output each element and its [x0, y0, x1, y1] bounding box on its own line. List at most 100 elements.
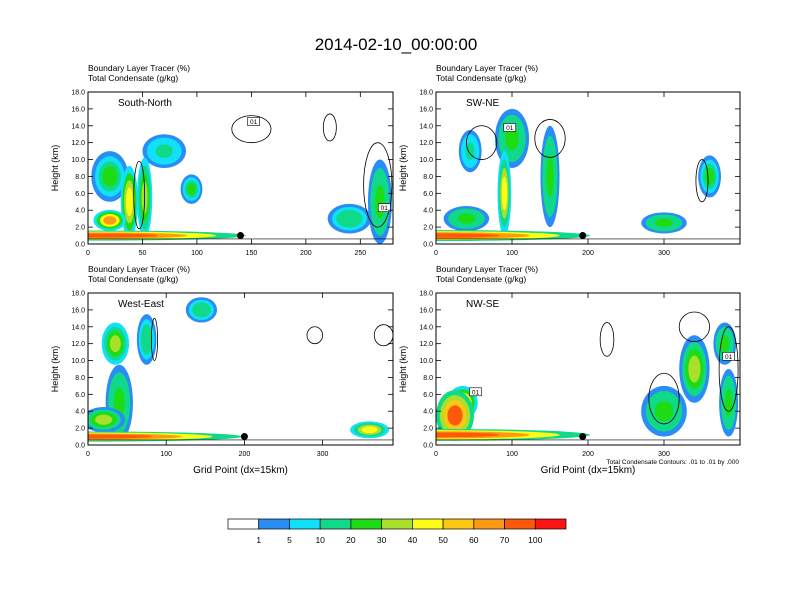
condensate-contour: [599, 322, 615, 357]
contour-note: Total Condensate Contours: .01 to .01 by…: [606, 459, 739, 466]
y-tick-label: 0.0: [423, 242, 433, 249]
contour-label-box: [469, 387, 482, 397]
y-tick-label: 0.0: [75, 242, 85, 249]
tracer-region: [187, 183, 196, 196]
contour-label: 01: [250, 119, 258, 126]
condensate-contour: [231, 115, 272, 144]
x-tick-label: 100: [506, 451, 518, 458]
colorbar-segment: [473, 518, 505, 530]
x-axis-label: Grid Point (dx=15km): [193, 465, 288, 476]
panel-west-east: Boundary Layer Tracer (%)Total Condensat…: [50, 264, 394, 476]
panel-subtitle-condensate: Total Condensate (g/kg): [436, 274, 526, 284]
colorbar-segment: [412, 518, 444, 530]
y-tick-label: 16.0: [71, 307, 85, 314]
tracer-region: [465, 142, 475, 160]
y-tick-label: 2.0: [423, 426, 433, 433]
y-tick-label: 0.0: [75, 443, 85, 450]
colorbar-segment: [350, 518, 382, 530]
tracer-region: [505, 126, 519, 151]
panel-label: West-East: [118, 299, 164, 310]
tracer-region: [447, 405, 463, 426]
y-tick-label: 16.0: [419, 106, 433, 113]
colorbar-segment: [258, 518, 290, 530]
colorbar-label: 30: [377, 535, 387, 545]
colorbar-segment: [534, 518, 567, 530]
panel-subtitle-condensate: Total Condensate (g/kg): [88, 274, 178, 284]
x-tick-label: 0: [434, 250, 438, 257]
y-tick-label: 12.0: [71, 341, 85, 348]
tracer-region: [436, 233, 500, 238]
y-tick-label: 8.0: [423, 375, 433, 382]
panel-nw-se: Boundary Layer Tracer (%)Total Condensat…: [398, 264, 741, 476]
colorbar-segment: [289, 518, 321, 530]
contour-label: 01: [725, 354, 733, 361]
colorbar-label: 50: [438, 535, 448, 545]
tracer-region: [654, 401, 674, 422]
y-tick-label: 18.0: [71, 90, 85, 97]
x-tick-label: 50: [139, 250, 147, 257]
contour-label-box: [377, 203, 391, 212]
y-tick-label: 6.0: [423, 191, 433, 198]
y-tick-label: 12.0: [419, 140, 433, 147]
colorbar-label: 10: [315, 535, 325, 545]
x-tick-label: 150: [246, 250, 258, 257]
y-axis-label: Height (km): [50, 346, 60, 393]
x-tick-label: 200: [300, 250, 312, 257]
figure-title: 2014-02-10_00:00:00: [315, 35, 478, 54]
tracer-region: [375, 184, 385, 219]
y-tick-label: 6.0: [75, 392, 85, 399]
colorbar-label: 5: [287, 535, 292, 545]
y-tick-label: 14.0: [419, 324, 433, 331]
y-tick-label: 8.0: [75, 375, 85, 382]
y-axis-label: Height (km): [50, 145, 60, 192]
tracer-region: [436, 432, 500, 438]
colorbar-segment: [381, 518, 413, 530]
tracer-region: [457, 213, 476, 224]
x-tick-label: 100: [506, 250, 518, 257]
y-tick-label: 12.0: [419, 341, 433, 348]
tracer-field: [88, 113, 393, 244]
tracer-region: [125, 187, 133, 217]
tracer-field: [88, 297, 393, 442]
y-tick-label: 6.0: [423, 392, 433, 399]
y-tick-label: 10.0: [419, 358, 433, 365]
colorbar-label: 1: [256, 535, 261, 545]
condensate-contour: [363, 142, 393, 228]
condensate-contour: [306, 326, 324, 345]
contour-label-box: [722, 352, 735, 361]
condensate-contour: [678, 311, 711, 342]
y-tick-label: 10.0: [419, 157, 433, 164]
panel-label: NW-SE: [466, 299, 499, 310]
x-tick-label: 250: [354, 250, 366, 257]
colorbar-label: 40: [408, 535, 418, 545]
condensate-contour: [133, 160, 146, 230]
location-marker: [579, 232, 587, 240]
y-tick-label: 14.0: [419, 123, 433, 130]
colorbar-segment: [319, 518, 352, 530]
tracer-region: [88, 434, 153, 439]
y-tick-label: 14.0: [71, 324, 85, 331]
plot-area: [88, 293, 393, 445]
tracer-region: [705, 168, 715, 185]
contour-label-box: [503, 123, 517, 132]
condensate-contour: [648, 372, 680, 425]
tracer-region: [195, 304, 208, 315]
x-tick-label: 200: [582, 250, 594, 257]
tracer-region: [546, 156, 554, 197]
y-tick-label: 6.0: [75, 191, 85, 198]
location-marker: [579, 433, 587, 441]
tracer-region: [102, 166, 118, 187]
y-tick-label: 16.0: [419, 307, 433, 314]
tracer-region: [724, 389, 733, 417]
y-tick-label: 18.0: [419, 291, 433, 298]
panel-south-north: Boundary Layer Tracer (%)Total Condensat…: [50, 63, 394, 257]
panel-label: South-North: [118, 98, 172, 109]
y-tick-label: 4.0: [423, 208, 433, 215]
colorbar-label: 20: [346, 535, 356, 545]
x-tick-label: 0: [86, 250, 90, 257]
tracer-region: [720, 335, 730, 353]
x-tick-label: 100: [191, 250, 203, 257]
plot-frame: [87, 91, 394, 245]
panel-subtitle-tracer: Boundary Layer Tracer (%): [436, 264, 538, 274]
x-tick-label: 0: [434, 451, 438, 458]
